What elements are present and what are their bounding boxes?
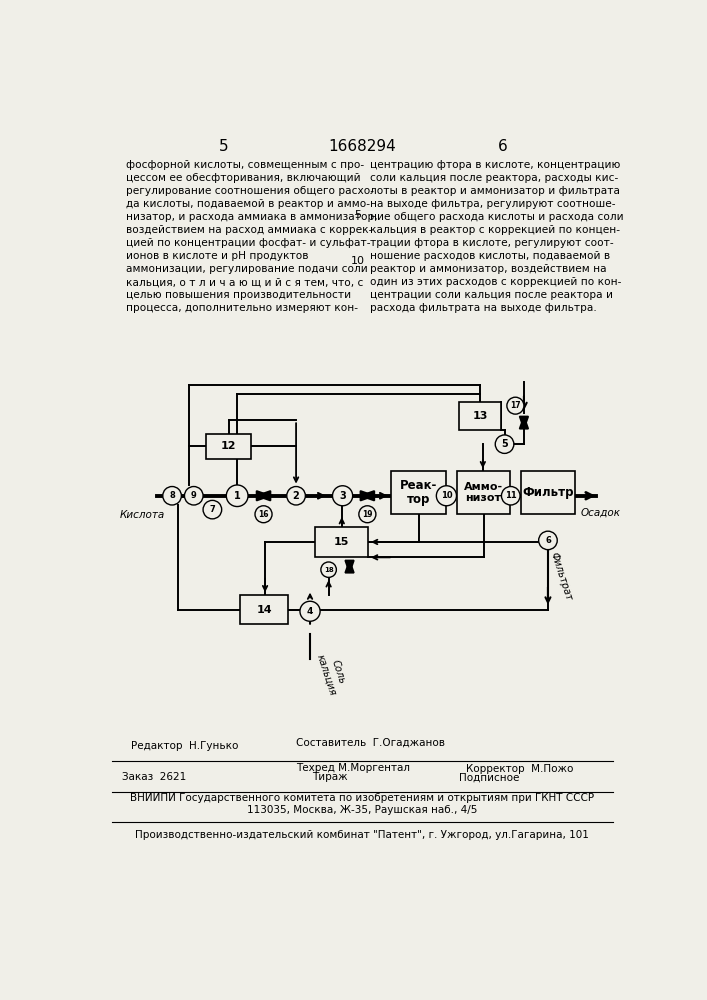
Circle shape [501, 487, 520, 505]
Text: Кислота: Кислота [120, 510, 165, 520]
Polygon shape [520, 416, 528, 429]
Circle shape [163, 487, 182, 505]
Text: 5: 5 [219, 139, 229, 154]
Text: 9: 9 [191, 491, 197, 500]
Text: Соль
кальция: Соль кальция [315, 650, 349, 697]
Circle shape [255, 506, 272, 523]
Text: 19: 19 [362, 510, 373, 519]
Polygon shape [345, 560, 354, 573]
Circle shape [436, 486, 457, 506]
Circle shape [359, 506, 376, 523]
Text: ВНИИПИ Государственного комитета по изобретениям и открытиям при ГКНТ СССР: ВНИИПИ Государственного комитета по изоб… [130, 793, 594, 803]
Text: Редактор  Н.Гунько: Редактор Н.Гунько [131, 741, 238, 751]
Text: Производственно-издательский комбинат "Патент", г. Ужгород, ул.Гагарина, 101: Производственно-издательский комбинат "П… [135, 830, 589, 840]
Text: 11: 11 [505, 491, 517, 500]
Polygon shape [361, 491, 374, 501]
Text: Корректор  М.Пожо: Корректор М.Пожо [466, 764, 573, 774]
Text: центрацию фтора в кислоте, концентрацию
соли кальция после реактора, расходы кис: центрацию фтора в кислоте, концентрацию … [370, 160, 624, 313]
Text: Составитель  Г.Огаджанов: Составитель Г.Огаджанов [296, 738, 445, 748]
Text: 4: 4 [307, 607, 313, 616]
Circle shape [300, 601, 320, 621]
Text: 16: 16 [258, 510, 269, 519]
Text: 15: 15 [334, 537, 349, 547]
Text: Фильтрат: Фильтрат [549, 551, 573, 602]
Bar [206, 434, 251, 459]
Text: Тираж: Тираж [312, 772, 347, 782]
Text: Аммо-
низот: Аммо- низот [464, 482, 503, 503]
Bar [315, 527, 368, 557]
Bar [391, 471, 446, 514]
Polygon shape [520, 416, 528, 429]
Text: Осадок: Осадок [580, 507, 621, 517]
Text: 12: 12 [221, 441, 236, 451]
Circle shape [495, 435, 514, 453]
Polygon shape [345, 560, 354, 573]
Text: 10: 10 [440, 491, 452, 500]
Text: фосфорной кислоты, совмещенным с про-
цессом ее обесфторивания, включающий
регул: фосфорной кислоты, совмещенным с про- це… [126, 160, 378, 313]
Text: 5: 5 [501, 439, 508, 449]
Circle shape [203, 500, 222, 519]
Circle shape [287, 487, 305, 505]
Text: 6: 6 [498, 139, 508, 154]
Circle shape [507, 397, 524, 414]
Bar [240, 595, 288, 624]
Text: 13: 13 [472, 411, 488, 421]
Text: 17: 17 [510, 401, 521, 410]
Text: 1: 1 [234, 491, 240, 501]
Bar [457, 471, 510, 514]
Polygon shape [257, 491, 271, 501]
Circle shape [321, 562, 337, 577]
Text: 14: 14 [257, 605, 272, 615]
Circle shape [185, 487, 203, 505]
Text: 7: 7 [209, 505, 215, 514]
Bar [459, 402, 501, 430]
Text: 18: 18 [324, 567, 334, 573]
Text: Фильтр: Фильтр [522, 486, 573, 499]
Text: Реак-
тор: Реак- тор [400, 479, 437, 506]
Text: 113035, Москва, Ж-35, Раушская наб., 4/5: 113035, Москва, Ж-35, Раушская наб., 4/5 [247, 805, 477, 815]
Polygon shape [361, 491, 374, 501]
Text: 10: 10 [351, 256, 365, 266]
Text: 8: 8 [169, 491, 175, 500]
Circle shape [539, 531, 557, 550]
Text: Подписное: Подписное [459, 772, 519, 782]
Text: 6: 6 [545, 536, 551, 545]
Bar [521, 471, 575, 514]
Circle shape [226, 485, 248, 507]
Text: 3: 3 [339, 491, 346, 501]
Text: 2: 2 [293, 491, 300, 501]
Circle shape [332, 486, 353, 506]
Polygon shape [257, 491, 271, 501]
Text: Заказ  2621: Заказ 2621 [122, 772, 186, 782]
Text: 5: 5 [355, 210, 361, 220]
Text: 1668294: 1668294 [328, 139, 396, 154]
Text: Техред М.Моргентал: Техред М.Моргентал [296, 763, 410, 773]
